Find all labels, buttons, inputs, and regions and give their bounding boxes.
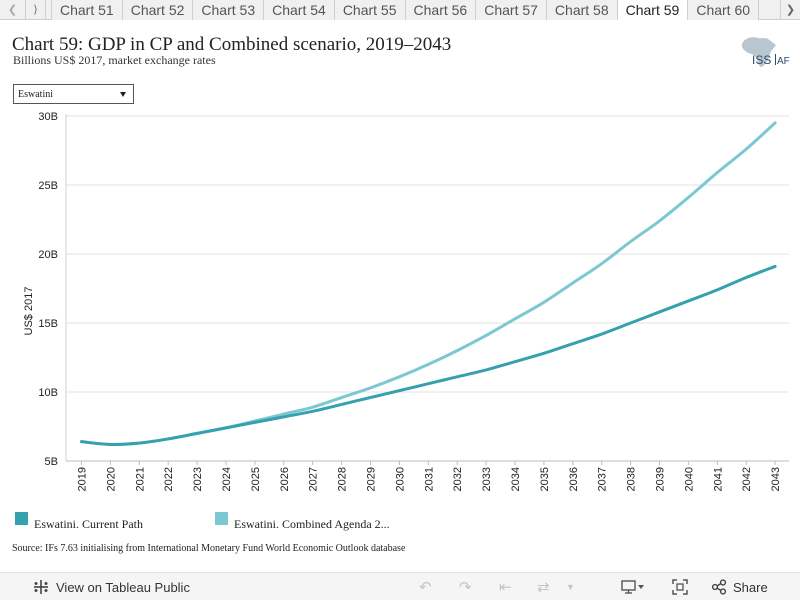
pause-dropdown-icon[interactable]: ▼	[566, 582, 575, 592]
y-axis-title: US$ 2017	[23, 287, 35, 336]
legend-label-combined-agenda: Eswatini. Combined Agenda 2...	[234, 517, 390, 531]
x-tick-label: 2021	[134, 467, 146, 491]
y-tick-label: 20B	[38, 249, 58, 261]
download-icon[interactable]	[621, 573, 645, 600]
x-tick-label: 2038	[626, 467, 638, 491]
tableau-logo-icon	[34, 580, 48, 594]
tab-chart-57[interactable]: Chart 57	[475, 0, 547, 20]
logo-text-afi: AFI	[777, 56, 790, 67]
legend-swatch-combined-agenda	[215, 512, 228, 525]
x-tick-label: 2042	[741, 467, 753, 491]
tab-chart-55[interactable]: Chart 55	[333, 0, 406, 20]
x-tick-label: 2024	[221, 467, 233, 491]
legend-item-current-path[interactable]: Eswatini. Current Path	[15, 512, 143, 530]
x-tick-label: 2028	[337, 467, 349, 491]
x-tick-label: 2036	[568, 467, 580, 491]
x-axis-ticks: 2019 2020 2021 2022 2023 2024 2025 2026 2027 2028…	[77, 461, 782, 491]
x-tick-label: 2031	[423, 467, 435, 491]
x-tick-label: 2037	[597, 467, 609, 491]
tab-chart-52[interactable]: Chart 52	[121, 0, 194, 20]
sheet-tab-bar: ❮ ⟩ Chart 51 Chart 52 Chart 53 Chart 54 Char…	[0, 0, 800, 20]
tableau-toolbar: View on Tableau Public ↶ ↷ ⇤ ⇄ ▼ Share	[0, 572, 800, 600]
x-tick-label: 2030	[394, 467, 406, 491]
x-tick-label: 2020	[105, 467, 117, 491]
x-tick-label: 2019	[77, 467, 89, 491]
scroll-tabs-left-icon[interactable]: ❮	[0, 0, 26, 19]
series-line-combined-agenda[interactable]	[80, 121, 777, 446]
x-tick-label: 2035	[539, 467, 551, 491]
x-tick-label: 2043	[770, 467, 782, 491]
y-tick-label: 10B	[38, 387, 58, 399]
redo-icon[interactable]: ↷	[459, 579, 472, 596]
tab-chart-54[interactable]: Chart 54	[263, 0, 335, 20]
tab-chart-58[interactable]: Chart 58	[545, 0, 618, 20]
revert-icon[interactable]: ⇤	[499, 579, 512, 596]
share-icon	[711, 579, 727, 595]
tab-list: Chart 51 Chart 52 Chart 53 Chart 54 Chart 55…	[51, 0, 760, 20]
x-tick-label: 2041	[712, 467, 724, 491]
x-tick-label: 2034	[510, 467, 522, 491]
tab-chart-59[interactable]: Chart 59	[616, 0, 689, 20]
source-note: Source: IFs 7.63 initialising from Inter…	[12, 543, 406, 554]
legend-label-current-path: Eswatini. Current Path	[34, 517, 143, 531]
country-dropdown[interactable]: Eswatini	[13, 84, 134, 104]
country-dropdown-value: Eswatini	[18, 88, 53, 100]
chart-legend: Eswatini. Current Path Eswatini. Combine…	[15, 512, 795, 530]
share-button[interactable]: Share	[711, 573, 768, 600]
x-tick-label: 2023	[192, 467, 204, 491]
y-tick-label: 5B	[45, 456, 58, 468]
x-tick-label: 2025	[250, 467, 262, 491]
x-tick-label: 2026	[279, 467, 291, 491]
share-label: Share	[733, 579, 768, 595]
legend-swatch-current-path	[15, 512, 28, 525]
chart-subtitle: Billions US$ 2017, market exchange rates	[13, 53, 216, 67]
tab-chart-56[interactable]: Chart 56	[404, 0, 477, 20]
y-tick-label: 30B	[38, 111, 58, 123]
view-on-tableau-public-button[interactable]: View on Tableau Public	[33, 573, 190, 600]
x-tick-label: 2022	[163, 467, 175, 491]
tab-chart-60[interactable]: Chart 60	[687, 0, 760, 20]
y-tick-label: 15B	[38, 318, 58, 330]
undo-icon[interactable]: ↶	[419, 579, 432, 596]
x-tick-label: 2033	[481, 467, 493, 491]
chevron-down-icon	[120, 92, 126, 97]
view-on-tableau-public-label: View on Tableau Public	[56, 579, 190, 595]
y-tick-label: 25B	[38, 180, 58, 192]
series-lines	[80, 121, 777, 446]
tab-chart-51[interactable]: Chart 51	[51, 0, 123, 20]
iss-afi-logo: ISS AFI	[741, 37, 790, 67]
series-line-current-path[interactable]	[80, 264, 777, 446]
refresh-icon[interactable]: ⇄	[537, 579, 550, 596]
tab-chart-53[interactable]: Chart 53	[192, 0, 265, 20]
grid-lines	[65, 114, 789, 462]
fullscreen-icon[interactable]	[672, 573, 688, 600]
x-tick-label: 2040	[683, 467, 695, 491]
x-tick-label: 2029	[366, 467, 378, 491]
tabs-prev-partial[interactable]: ⟩	[26, 0, 46, 19]
y-axis-ticks: 5B 10B 15B 20B 25B 30B	[38, 111, 58, 468]
logo-text-iss: ISS	[752, 53, 771, 67]
scroll-tabs-right-icon[interactable]: ❯	[780, 0, 800, 19]
x-tick-label: 2032	[452, 467, 464, 491]
x-tick-label: 2027	[308, 467, 320, 491]
chart-title: Chart 59: GDP in CP and Combined scenari…	[12, 34, 452, 55]
x-tick-label: 2039	[655, 467, 667, 491]
africa-map-icon	[741, 37, 776, 67]
legend-item-combined-agenda[interactable]: Eswatini. Combined Agenda 2...	[215, 512, 390, 530]
